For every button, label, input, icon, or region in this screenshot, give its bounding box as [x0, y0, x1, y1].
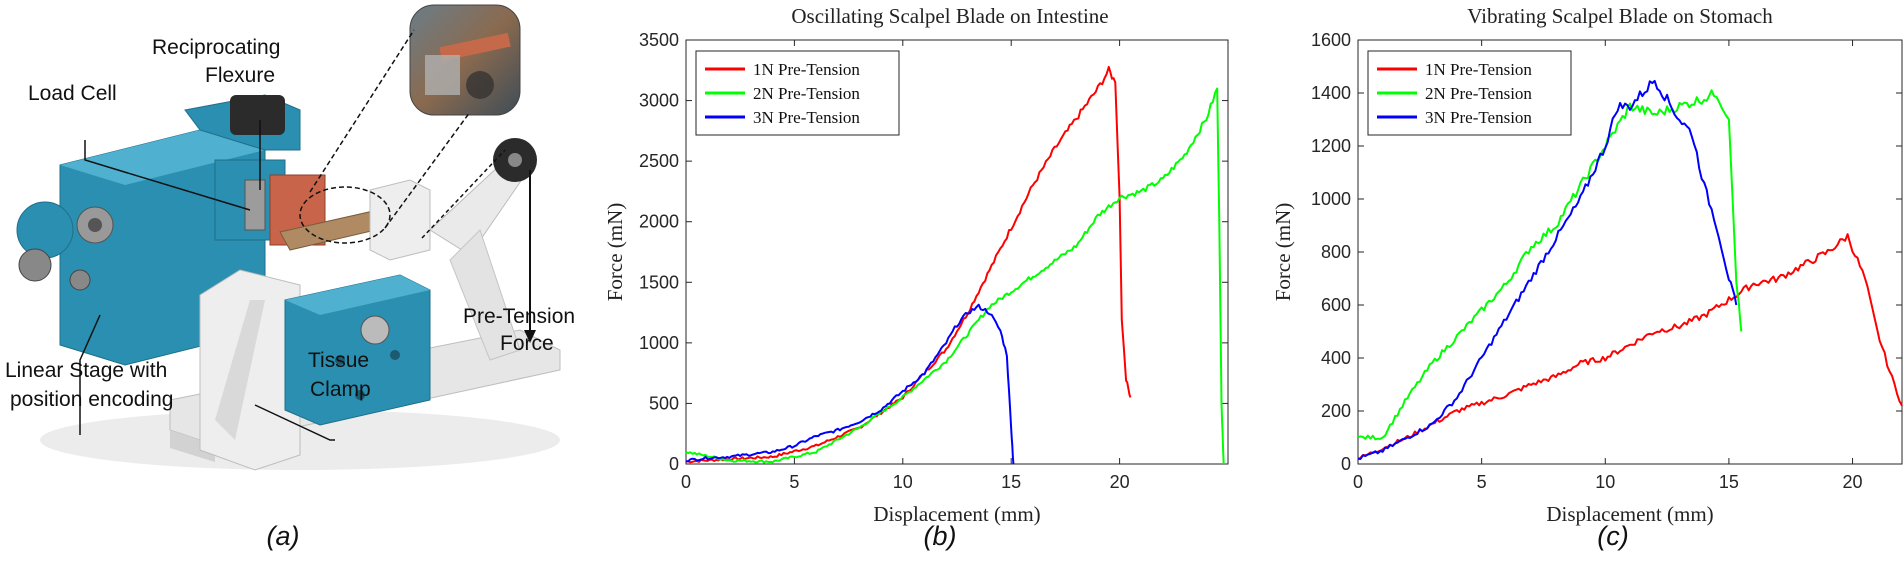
- inset-photo: [410, 5, 520, 115]
- chart-c-legend: 1N Pre-Tension 2N Pre-Tension 3N Pre-Ten…: [1367, 50, 1572, 136]
- chart-c-series-2n: [1357, 89, 1743, 441]
- x-tick-label: 20: [1843, 472, 1863, 492]
- zoom-region-ellipse: [299, 186, 391, 244]
- x-tick-label: 0: [681, 472, 691, 492]
- chart-c-title: Vibrating Scalpel Blade on Stomach: [1467, 4, 1773, 28]
- y-tick-label: 1600: [1311, 30, 1351, 50]
- chart-b-x-axis: 0 5 10 15 20: [681, 40, 1130, 492]
- y-tick-label: 1500: [639, 272, 679, 292]
- caption-b: (b): [924, 521, 957, 551]
- y-tick-label: 800: [1321, 242, 1351, 262]
- y-tick-label: 200: [1321, 401, 1351, 421]
- y-tick-label: 500: [649, 393, 679, 413]
- chart-b-legend-label-1n: 1N Pre-Tension: [753, 60, 860, 79]
- chart-c-x-axis: 0 5 10 15 20: [1353, 40, 1863, 492]
- label-tissue-clamp-line1: Tissue: [308, 349, 369, 372]
- y-tick-label: 600: [1321, 295, 1351, 315]
- upper-clamp-block: [369, 179, 431, 261]
- chart-b-title: Oscillating Scalpel Blade on Intestine: [791, 4, 1108, 28]
- y-tick-label: 0: [1341, 454, 1351, 474]
- motor-housing: [230, 95, 285, 135]
- knob-icon: [18, 248, 52, 282]
- chart-intestine: Oscillating Scalpel Blade on Intestine 0…: [603, 4, 1229, 551]
- x-tick-label: 15: [1719, 472, 1739, 492]
- string-line: [421, 149, 506, 239]
- chart-c-y-axis: 0 200 400 600 800 1000 1200 1400 1600: [1311, 30, 1902, 474]
- y-tick-label: 400: [1321, 348, 1351, 368]
- chart-b-xlabel: Displacement (mm): [873, 502, 1040, 526]
- pre-tension-arrowhead: [524, 330, 536, 343]
- label-pre-tension-line1: Pre-Tension: [463, 305, 575, 328]
- chart-c-series-3n: [1357, 79, 1738, 460]
- chart-b-legend-label-3n: 3N Pre-Tension: [753, 108, 860, 127]
- label-reciprocating-flexure-line2: Flexure: [205, 64, 275, 87]
- y-tick-label: 3500: [639, 30, 679, 50]
- label-reciprocating-flexure-line1: Reciprocating: [152, 36, 280, 59]
- white-base-edge: [170, 430, 215, 462]
- clamp-bolt-icon: [360, 315, 390, 345]
- x-tick-label: 15: [1001, 472, 1021, 492]
- chart-c-legend-label-1n: 1N Pre-Tension: [1425, 60, 1532, 79]
- y-tick-label: 2000: [639, 212, 679, 232]
- label-tissue-clamp-line2: Clamp: [310, 378, 371, 401]
- chart-c-legend-label-2n: 2N Pre-Tension: [1425, 84, 1532, 103]
- side-plate: [16, 201, 74, 259]
- load-cell-body: [244, 179, 266, 231]
- caption-c: (c): [1597, 521, 1628, 551]
- chart-b-series-2n: [685, 87, 1225, 465]
- x-tick-label: 10: [1595, 472, 1615, 492]
- y-tick-label: 0: [669, 454, 679, 474]
- chart-b-series-1n: [685, 65, 1132, 464]
- y-tick-label: 3000: [639, 91, 679, 111]
- leader-load-cell: [84, 140, 251, 211]
- chart-b-legend: 1N Pre-Tension 2N Pre-Tension 3N Pre-Ten…: [695, 50, 900, 136]
- chart-c-series-1n: [1357, 233, 1903, 461]
- x-tick-label: 0: [1353, 472, 1363, 492]
- chart-b-series-group: [685, 65, 1225, 465]
- hole-icon: [335, 355, 345, 365]
- label-pre-tension-line2: Force: [500, 332, 554, 355]
- chart-b-series-3n: [686, 303, 1015, 465]
- chart-c-legend-label-3n: 3N Pre-Tension: [1425, 108, 1532, 127]
- y-tick-label: 1000: [1311, 189, 1351, 209]
- zoom-connector-top: [309, 29, 415, 193]
- inset-photo-frame: [409, 4, 521, 116]
- y-tick-label: 1400: [1311, 83, 1351, 103]
- clamp-blue-top: [285, 275, 430, 315]
- gear-hub: [88, 218, 102, 232]
- label-load-cell: Load Cell: [28, 82, 117, 105]
- small-knob-icon: [69, 269, 91, 291]
- chart-b-ylabel: Force (mN): [603, 203, 627, 302]
- x-tick-label: 10: [893, 472, 913, 492]
- chart-stomach: Vibrating Scalpel Blade on Stomach 0 5 10 1…: [1271, 4, 1903, 551]
- chart-b-legend-label-2n: 2N Pre-Tension: [753, 84, 860, 103]
- y-tick-label: 2500: [639, 151, 679, 171]
- pulley-support: [449, 229, 521, 361]
- hole-icon: [390, 350, 400, 360]
- hole-icon: [355, 390, 365, 400]
- label-linear-stage-line1: Linear Stage with: [5, 359, 167, 382]
- clamp-tower-rib: [215, 300, 265, 440]
- leader-tissue-clamp: [254, 404, 335, 441]
- chart-c-series-group: [1357, 79, 1903, 461]
- x-tick-label: 5: [1477, 472, 1487, 492]
- chart-c-xlabel: Displacement (mm): [1546, 502, 1713, 526]
- x-tick-label: 20: [1110, 472, 1130, 492]
- y-tick-label: 1000: [639, 333, 679, 353]
- label-linear-stage-line2: position encoding: [10, 388, 173, 411]
- panel-a-device-render: Reciprocating Flexure Load Cell Linear S…: [5, 4, 575, 551]
- chart-c-ylabel: Force (mN): [1271, 203, 1295, 302]
- leader-linear-stage: [79, 314, 101, 435]
- y-tick-label: 1200: [1311, 136, 1351, 156]
- pulley-hub: [508, 153, 522, 167]
- linear-stage-top: [60, 130, 265, 185]
- chart-b-y-axis: 0 500 1000 1500 2000 2500 3000 3500: [639, 30, 1228, 474]
- x-tick-label: 5: [789, 472, 799, 492]
- caption-a: (a): [267, 521, 300, 551]
